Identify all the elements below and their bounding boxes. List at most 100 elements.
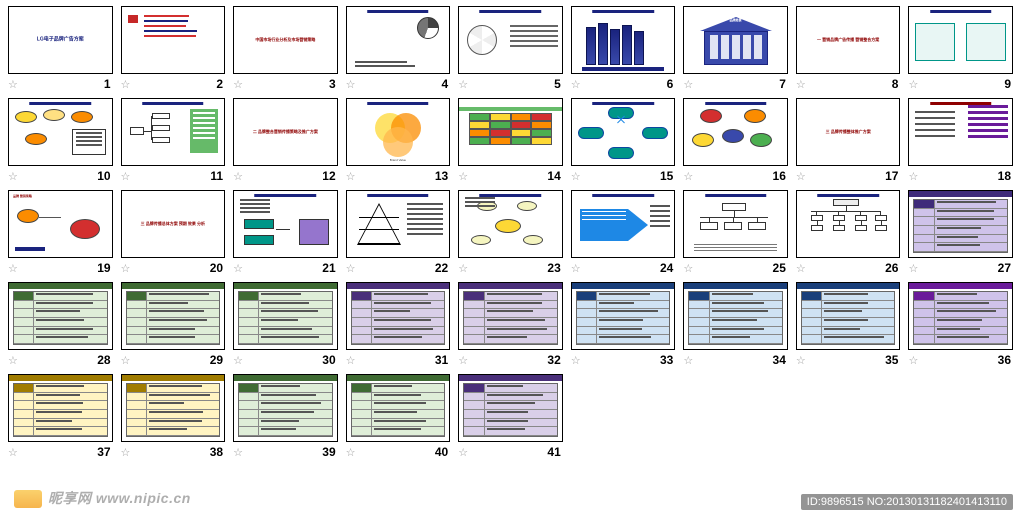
star-icon[interactable]: ☆ bbox=[571, 170, 581, 183]
slide-preview[interactable] bbox=[908, 98, 1013, 166]
slide-preview[interactable] bbox=[233, 374, 338, 442]
star-icon[interactable]: ☆ bbox=[683, 170, 693, 183]
slide-thumbnail[interactable]: ☆ 31 bbox=[346, 282, 451, 368]
slide-thumbnail[interactable]: 一 营销品牌广告传播 营销整合方案☆ 8 bbox=[796, 6, 901, 92]
slide-thumbnail[interactable]: ☆ 21 bbox=[233, 190, 338, 276]
star-icon[interactable]: ☆ bbox=[121, 170, 131, 183]
slide-thumbnail[interactable]: ☆ 10 bbox=[8, 98, 113, 184]
slide-preview[interactable] bbox=[683, 98, 788, 166]
slide-preview[interactable] bbox=[346, 190, 451, 258]
slide-thumbnail[interactable]: ☆ 38 bbox=[121, 374, 226, 460]
slide-preview[interactable] bbox=[458, 282, 563, 350]
slide-thumbnail[interactable]: ☆ 32 bbox=[458, 282, 563, 368]
slide-preview[interactable] bbox=[458, 6, 563, 74]
slide-thumbnail[interactable]: 品牌愿景☆ 7 bbox=[683, 6, 788, 92]
slide-preview[interactable] bbox=[458, 190, 563, 258]
slide-thumbnail[interactable]: ☆ 29 bbox=[121, 282, 226, 368]
star-icon[interactable]: ☆ bbox=[908, 262, 918, 275]
slide-thumbnail[interactable]: Brand Value☆ 13 bbox=[346, 98, 451, 184]
slide-preview[interactable]: 二 品牌整合营销传播策略及推广方案 bbox=[233, 98, 338, 166]
slide-thumbnail[interactable]: 三 品牌传播总体方案 预期 效果 分析☆ 20 bbox=[121, 190, 226, 276]
slide-thumbnail[interactable]: ☆ 41 bbox=[458, 374, 563, 460]
slide-preview[interactable] bbox=[796, 282, 901, 350]
slide-preview[interactable] bbox=[683, 282, 788, 350]
slide-thumbnail[interactable]: 二 品牌整合营销传播策略及推广方案☆ 12 bbox=[233, 98, 338, 184]
star-icon[interactable]: ☆ bbox=[908, 354, 918, 367]
star-icon[interactable]: ☆ bbox=[121, 78, 131, 91]
slide-thumbnail[interactable]: ☆ 14 bbox=[458, 98, 563, 184]
slide-preview[interactable] bbox=[458, 374, 563, 442]
star-icon[interactable]: ☆ bbox=[796, 262, 806, 275]
slide-preview[interactable] bbox=[571, 6, 676, 74]
slide-thumbnail[interactable]: ☆ 28 bbox=[8, 282, 113, 368]
slide-thumbnail[interactable]: ☆ 23 bbox=[458, 190, 563, 276]
star-icon[interactable]: ☆ bbox=[458, 170, 468, 183]
star-icon[interactable]: ☆ bbox=[233, 446, 243, 459]
slide-thumbnail[interactable]: ☆ 34 bbox=[683, 282, 788, 368]
slide-thumbnail[interactable]: ☆ 15 bbox=[571, 98, 676, 184]
slide-thumbnail[interactable]: ☆ 4 bbox=[346, 6, 451, 92]
slide-preview[interactable] bbox=[346, 282, 451, 350]
star-icon[interactable]: ☆ bbox=[346, 446, 356, 459]
slide-preview[interactable] bbox=[121, 98, 226, 166]
star-icon[interactable]: ☆ bbox=[458, 354, 468, 367]
slide-thumbnail[interactable]: ☆ 30 bbox=[233, 282, 338, 368]
slide-preview[interactable] bbox=[458, 98, 563, 166]
slide-thumbnail[interactable]: ☆ 40 bbox=[346, 374, 451, 460]
slide-preview[interactable]: LG电子品牌广告方案 bbox=[8, 6, 113, 74]
slide-thumbnail[interactable]: ☆ 2 bbox=[121, 6, 226, 92]
slide-thumbnail[interactable]: ☆ 25 bbox=[683, 190, 788, 276]
slide-thumbnail[interactable]: ☆ 33 bbox=[571, 282, 676, 368]
slide-thumbnail[interactable]: ☆ 37 bbox=[8, 374, 113, 460]
slide-preview[interactable]: 三 品牌传播整体推广方案 bbox=[796, 98, 901, 166]
slide-thumbnail[interactable]: ☆ 22 bbox=[346, 190, 451, 276]
slide-preview[interactable] bbox=[796, 190, 901, 258]
star-icon[interactable]: ☆ bbox=[683, 354, 693, 367]
slide-preview[interactable] bbox=[121, 374, 226, 442]
slide-preview[interactable] bbox=[683, 190, 788, 258]
slide-thumbnail[interactable]: LG电子品牌广告方案☆ 1 bbox=[8, 6, 113, 92]
star-icon[interactable]: ☆ bbox=[346, 78, 356, 91]
star-icon[interactable]: ☆ bbox=[346, 354, 356, 367]
slide-preview[interactable] bbox=[908, 6, 1013, 74]
slide-thumbnail[interactable]: ☆ 24 bbox=[571, 190, 676, 276]
slide-thumbnail[interactable]: ☆ 36 bbox=[908, 282, 1013, 368]
slide-thumbnail[interactable]: ☆ 27 bbox=[908, 190, 1013, 276]
slide-preview[interactable]: Brand Value bbox=[346, 98, 451, 166]
slide-thumbnail[interactable]: ☆ 35 bbox=[796, 282, 901, 368]
star-icon[interactable]: ☆ bbox=[233, 78, 243, 91]
star-icon[interactable]: ☆ bbox=[8, 354, 18, 367]
slide-preview[interactable] bbox=[8, 282, 113, 350]
star-icon[interactable]: ☆ bbox=[458, 446, 468, 459]
star-icon[interactable]: ☆ bbox=[233, 262, 243, 275]
star-icon[interactable]: ☆ bbox=[346, 170, 356, 183]
star-icon[interactable]: ☆ bbox=[796, 354, 806, 367]
star-icon[interactable]: ☆ bbox=[571, 354, 581, 367]
slide-thumbnail[interactable]: ☆ 39 bbox=[233, 374, 338, 460]
slide-preview[interactable] bbox=[571, 282, 676, 350]
slide-preview[interactable] bbox=[121, 282, 226, 350]
slide-thumbnail[interactable]: ☆ 6 bbox=[571, 6, 676, 92]
slide-preview[interactable] bbox=[8, 374, 113, 442]
star-icon[interactable]: ☆ bbox=[121, 354, 131, 367]
star-icon[interactable]: ☆ bbox=[458, 262, 468, 275]
slide-thumbnail[interactable]: 中国市场行业分析及市场营销策略☆ 3 bbox=[233, 6, 338, 92]
slide-preview[interactable]: 品牌愿景 bbox=[683, 6, 788, 74]
slide-thumbnail[interactable]: ☆ 5 bbox=[458, 6, 563, 92]
slide-thumbnail[interactable]: ☆ 16 bbox=[683, 98, 788, 184]
slide-preview[interactable] bbox=[8, 98, 113, 166]
star-icon[interactable]: ☆ bbox=[908, 170, 918, 183]
star-icon[interactable]: ☆ bbox=[8, 170, 18, 183]
star-icon[interactable]: ☆ bbox=[458, 78, 468, 91]
slide-preview[interactable]: 品牌 营销策略 bbox=[8, 190, 113, 258]
star-icon[interactable]: ☆ bbox=[121, 446, 131, 459]
star-icon[interactable]: ☆ bbox=[233, 170, 243, 183]
slide-preview[interactable]: 一 营销品牌广告传播 营销整合方案 bbox=[796, 6, 901, 74]
slide-preview[interactable] bbox=[908, 282, 1013, 350]
slide-preview[interactable] bbox=[346, 374, 451, 442]
slide-thumbnail[interactable]: ☆ 9 bbox=[908, 6, 1013, 92]
star-icon[interactable]: ☆ bbox=[346, 262, 356, 275]
slide-thumbnail[interactable]: 品牌 营销策略 ☆ 19 bbox=[8, 190, 113, 276]
star-icon[interactable]: ☆ bbox=[8, 262, 18, 275]
star-icon[interactable]: ☆ bbox=[233, 354, 243, 367]
